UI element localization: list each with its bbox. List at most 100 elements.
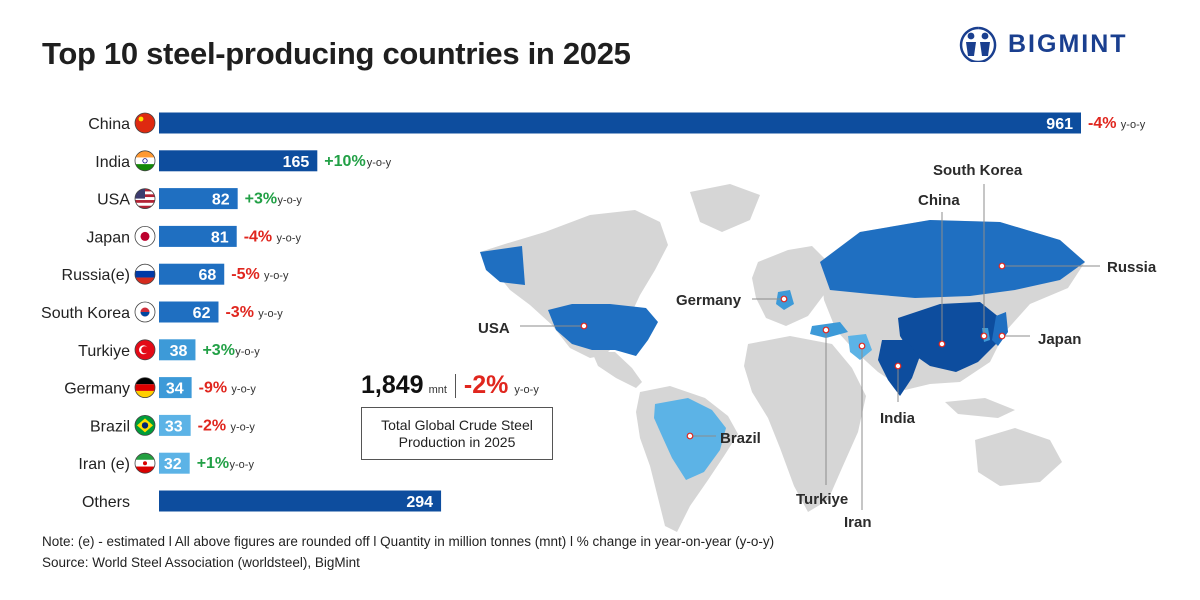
bar-russia-e [159,263,225,285]
yoy-label-india: y-o-y [367,157,392,169]
value-label-turkiye: 38 [170,343,188,360]
bar-japan [159,225,237,247]
map-land-alaska [480,246,525,285]
bigmint-logo-icon [959,26,997,62]
map-land-usa [548,304,658,356]
brand-name: BIGMINT [1008,29,1128,58]
category-label-russia-e: Russia(e) [62,267,130,284]
total-change: -2% [463,371,509,399]
map-marker-usa [580,322,588,330]
map-marker-germany [780,295,788,303]
germany-flag-icon [134,377,156,399]
source-note: Source: World Steel Association (worldst… [42,555,360,570]
category-label-germany: Germany [64,381,130,398]
total-value: 1,849 [361,371,424,399]
yoy-label-iran-e: y-o-y [230,459,255,471]
russia-flag-icon [134,263,156,285]
map-land-indonesia [945,398,1015,418]
yoy-label-germany: y-o-y [231,384,256,396]
bar-row-usa: USA 82 +3% y-o-y [97,188,302,210]
category-label-south-korea: South Korea [41,305,130,322]
map-label-russia: Russia [1107,259,1157,276]
total-unit: mnt [428,384,447,396]
total-summary: 1,849 mnt -2% y-o-y [361,371,539,400]
map-label-south-korea: South Korea [933,162,1023,179]
map-label-turkiye: Turkiye [796,491,848,508]
map-label-germany: Germany [676,292,742,309]
value-label-india: 165 [283,154,310,171]
map-land-greenland [690,184,760,232]
footnote: Note: (e) - estimated l All above figure… [42,534,775,549]
value-label-others: 294 [406,494,433,511]
total-separator [454,373,456,398]
bar-row-south-korea: South Korea 62 -3% y-o-y [41,301,283,323]
map-land-russia [820,220,1085,298]
value-label-germany: 34 [166,381,184,398]
world-map: South Korea China Russia Germany USA Jap… [478,162,1157,532]
total-label-line2: Production in 2025 [398,434,516,450]
change-label-russia-e: -5% [231,266,259,283]
brazil-flag-icon [134,414,156,436]
map-land-africa [744,336,866,512]
value-label-south-korea: 62 [193,305,211,322]
map-marker-china [938,340,946,348]
bar-row-germany: Germany 34 -9% y-o-y [64,377,256,399]
value-label-iran-e: 32 [164,456,182,473]
bar-china [159,112,1081,134]
bar-row-others: Others 294 [82,490,442,512]
yoy-label-usa: y-o-y [277,195,302,207]
total-yoy: y-o-y [514,384,539,396]
change-label-iran-e: +1% [197,455,229,472]
value-label-usa: 82 [212,192,230,209]
bar-row-brazil: Brazil 33 -2% y-o-y [90,414,255,436]
bar-iran-e [159,452,190,474]
change-label-japan: -4% [244,228,272,245]
bar-row-japan: Japan 81 -4% y-o-y [86,225,302,247]
japan-flag-icon [134,225,156,247]
change-label-china: -4% [1088,115,1116,132]
change-label-germany: -9% [199,380,227,397]
map-label-brazil: Brazil [720,430,761,447]
category-label-usa: USA [97,192,130,209]
map-marker-japan [998,332,1006,340]
chart-title: Top 10 steel-producing countries in 2025 [42,36,631,71]
value-label-russia-e: 68 [198,267,216,284]
map-marker-brazil [686,432,694,440]
iran-flag-icon [134,452,156,474]
bar-row-china: China 961 -4% y-o-y [88,112,1146,134]
bar-turkiye [159,339,196,361]
turkiye-flag-icon [134,339,156,361]
map-marker-india [894,362,902,370]
value-label-china: 961 [1046,116,1073,133]
bar-others [159,490,442,512]
category-label-turkiye: Turkiye [78,343,130,360]
map-marker-south-korea [980,332,988,340]
bar-south-korea [159,301,219,323]
bar-usa [159,188,238,210]
india-flag-icon [134,150,156,172]
total-label-box: Total Global Crude Steel Production in 2… [361,407,553,460]
map-label-china: China [918,192,960,209]
usa-flag-icon [134,188,156,210]
map-marker-iran [858,342,866,350]
category-label-china: China [88,116,130,133]
change-label-usa: +3% [245,191,277,208]
map-land-china [898,302,1000,372]
map-label-japan: Japan [1038,331,1081,348]
yoy-label-japan: y-o-y [277,232,302,244]
bar-brazil [159,414,191,436]
category-label-others: Others [82,494,130,511]
category-label-japan: Japan [86,229,130,246]
category-label-brazil: Brazil [90,418,130,435]
yoy-label-brazil: y-o-y [230,421,255,433]
map-land-europe [752,246,828,326]
value-label-brazil: 33 [165,418,183,435]
bar-germany [159,377,192,399]
map-land-central-america [592,352,642,388]
map-land-australia [975,428,1062,486]
south-korea-flag-icon [134,301,156,323]
map-label-iran: Iran [844,514,872,531]
yoy-label-china: y-o-y [1121,119,1146,131]
change-label-india: +10% [324,153,365,170]
